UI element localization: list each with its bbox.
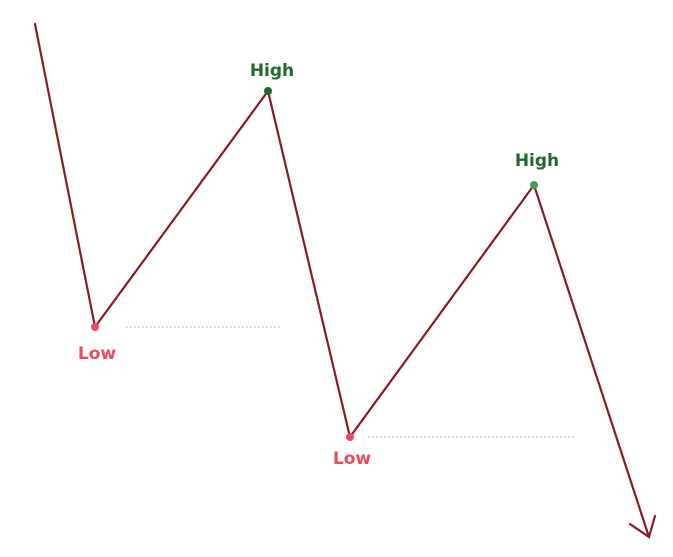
high-1-point — [264, 87, 272, 95]
low-2-label: Low — [333, 449, 372, 469]
low-2-point — [346, 433, 354, 441]
arrowhead-icon — [628, 514, 657, 539]
low-1-label: Low — [78, 344, 117, 364]
high-2-label: High — [515, 151, 559, 171]
high-1-label: High — [250, 61, 294, 81]
low-1-point — [91, 323, 99, 331]
price-path — [33, 22, 651, 539]
high-2-point — [530, 181, 538, 189]
